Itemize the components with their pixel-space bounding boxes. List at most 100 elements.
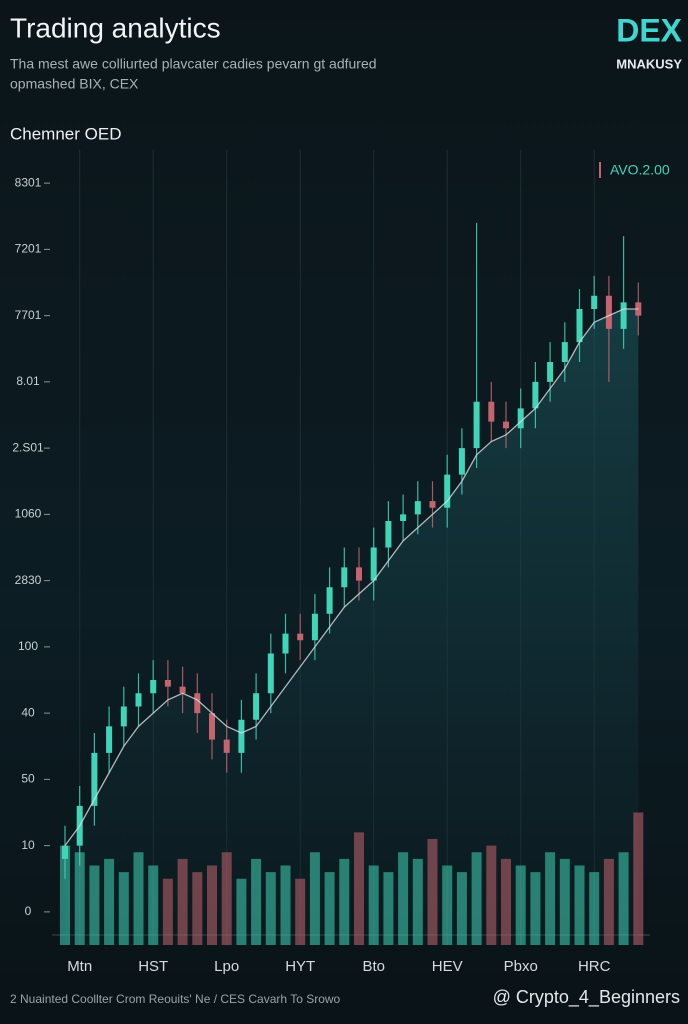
candle-body — [91, 752, 98, 806]
candle-body — [605, 295, 612, 329]
candle-body — [179, 686, 186, 694]
volume-bar — [339, 858, 350, 945]
volume-bar — [74, 852, 85, 945]
candle-body — [62, 845, 68, 859]
volume-bar — [486, 845, 497, 945]
candle-body — [473, 401, 480, 449]
y-tick-label: 1060 — [15, 507, 42, 521]
x-tick-label: Lpo — [214, 958, 239, 975]
y-tick-label: 50 — [21, 772, 35, 786]
volume-bar — [354, 832, 364, 945]
volume-bar — [456, 872, 467, 945]
footer: 2 Nuainted Coollter Crom Reouits' Ne / C… — [10, 992, 341, 1006]
candle-body — [253, 693, 260, 720]
y-tick-label: 40 — [21, 705, 35, 719]
logo: DEX — [616, 12, 682, 48]
x-tick-label: HST — [138, 958, 168, 975]
volume-bar — [324, 872, 335, 945]
y-tick-label: 10 — [21, 838, 35, 852]
annotation: AVO.2.00 — [610, 162, 670, 178]
logo-subtitle: MNAKUSY — [616, 56, 682, 71]
candle-body — [591, 295, 598, 309]
candle-body — [326, 587, 333, 614]
watermark: @ Crypto_4_Beginners — [493, 987, 680, 1008]
candle-body — [341, 567, 348, 588]
volume-bar — [530, 872, 541, 945]
candle-body — [429, 501, 436, 508]
candle-body — [238, 719, 245, 753]
volume-bar — [515, 865, 526, 945]
volume-bar — [412, 858, 423, 945]
x-tick-label: Bto — [362, 958, 385, 975]
volume-bar — [633, 812, 644, 945]
volume-bar — [104, 858, 115, 945]
candle-body — [356, 567, 362, 581]
volume-bar — [501, 858, 511, 945]
candle-body — [209, 713, 215, 740]
volume-bar — [221, 852, 232, 945]
volume-bar — [192, 872, 203, 945]
ma-area — [65, 309, 639, 945]
volume-bar — [60, 845, 70, 945]
chart-label: Chemner OED — [10, 124, 121, 143]
y-tick-label: 2830 — [15, 573, 42, 587]
volume-bar — [265, 872, 276, 945]
volume-bar — [207, 865, 217, 945]
candle-body — [400, 514, 407, 521]
y-tick-label: 100 — [18, 639, 38, 653]
candle-body — [620, 302, 627, 329]
candle-body — [385, 521, 392, 548]
candle-body — [164, 680, 171, 687]
candle-body — [150, 680, 157, 694]
candle-body — [488, 401, 495, 422]
candle-body — [223, 739, 230, 753]
candle-body — [414, 501, 421, 515]
volume-bar — [398, 852, 409, 945]
volume-bar — [280, 865, 291, 945]
x-tick-label: Mtn — [67, 958, 92, 975]
candle-body — [282, 633, 289, 654]
chart-title: Trading analytics — [10, 12, 221, 43]
x-tick-label: HRC — [578, 958, 611, 975]
candle-body — [370, 547, 377, 581]
y-tick-label: 8301 — [15, 175, 42, 189]
volume-bar — [368, 865, 379, 945]
candle-body — [561, 342, 568, 362]
volume-bar — [295, 878, 306, 945]
candle-body — [135, 693, 142, 707]
volume-bar — [162, 878, 173, 945]
volume-bar — [89, 865, 100, 945]
x-tick-label: HEV — [432, 958, 463, 975]
candle-body — [267, 653, 274, 694]
volume-bar — [427, 839, 438, 945]
candle-body — [458, 448, 465, 475]
volume-bar — [618, 852, 629, 945]
candle-body — [297, 633, 304, 641]
volume-bar — [133, 852, 144, 945]
subtitle: Tha mest awe colliurted plavcater cadies… — [10, 56, 377, 72]
candle-body — [503, 421, 509, 429]
volume-bar — [309, 852, 320, 945]
x-tick-label: HYT — [285, 958, 315, 975]
volume-bar — [559, 858, 570, 945]
y-tick-label: 7201 — [15, 242, 42, 256]
volume-bar — [148, 865, 159, 945]
volume-bar — [383, 872, 394, 945]
volume-bar — [236, 878, 247, 945]
volume-bar — [177, 858, 188, 945]
volume-bar — [574, 865, 585, 945]
volume-bar — [471, 852, 482, 945]
volume-bar — [545, 852, 556, 945]
y-tick-label: 8.01 — [16, 374, 40, 388]
volume-bar — [442, 865, 453, 945]
candle-body — [444, 474, 451, 508]
candle-body — [120, 706, 127, 727]
y-tick-label: 7701 — [15, 308, 42, 322]
volume-bar — [118, 872, 129, 945]
ma-line — [64, 308, 639, 847]
x-tick-label: Pbxo — [504, 958, 538, 975]
candle-body — [311, 613, 318, 641]
candle-body — [532, 381, 539, 409]
